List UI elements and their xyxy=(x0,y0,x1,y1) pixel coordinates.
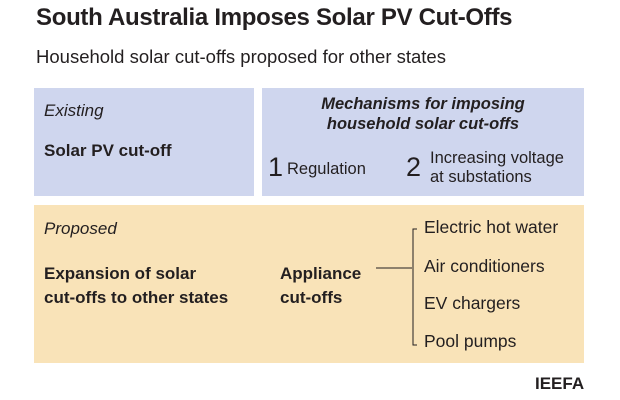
mechanism-number-2: 2 xyxy=(406,152,422,182)
appliance-bracket xyxy=(412,228,417,346)
mechanisms-box xyxy=(262,88,584,196)
proposed-value: Expansion of solar cut-offs to other sta… xyxy=(44,262,228,310)
diagram-title: South Australia Imposes Solar PV Cut-Off… xyxy=(36,4,513,31)
appliance-item-air-conditioners: Air conditioners xyxy=(424,256,545,276)
mechanism-label-regulation: Regulation xyxy=(287,160,366,178)
appliance-item-ev-chargers: EV chargers xyxy=(424,293,521,313)
appliance-item-electric-hot-water: Electric hot water xyxy=(424,217,559,237)
mechanisms-title-line1: Mechanisms for imposing xyxy=(321,95,525,113)
existing-label: Existing xyxy=(44,101,104,120)
proposed-label: Proposed xyxy=(44,219,117,238)
mechanisms-title-line2: household solar cut-offs xyxy=(326,115,520,133)
mechanism-label-voltage-line2: at substations xyxy=(430,168,532,186)
appliance-cutoffs-label: Appliance cut-offs xyxy=(280,262,361,310)
mechanism-label-voltage: Increasing voltage at substations xyxy=(430,149,564,187)
mechanism-label-voltage-line1: Increasing voltage xyxy=(430,149,564,167)
source-label: IEEFA xyxy=(535,374,585,393)
proposed-value-line1: Expansion of solar xyxy=(44,264,197,283)
appliance-cutoffs-line1: Appliance xyxy=(280,264,362,283)
proposed-box xyxy=(34,205,584,363)
existing-box xyxy=(34,88,254,196)
diagram-subtitle: Household solar cut-offs proposed for ot… xyxy=(36,46,446,67)
existing-value: Solar PV cut-off xyxy=(44,141,172,160)
mechanisms-title: Mechanisms for imposing household solar … xyxy=(262,94,584,134)
mechanism-number-1: 1 xyxy=(268,152,284,182)
appliance-cutoffs-line2: cut-offs xyxy=(280,288,343,307)
appliance-item-pool-pumps: Pool pumps xyxy=(424,331,517,351)
connector-line xyxy=(376,267,412,269)
proposed-value-line2: cut-offs to other states xyxy=(44,288,229,307)
